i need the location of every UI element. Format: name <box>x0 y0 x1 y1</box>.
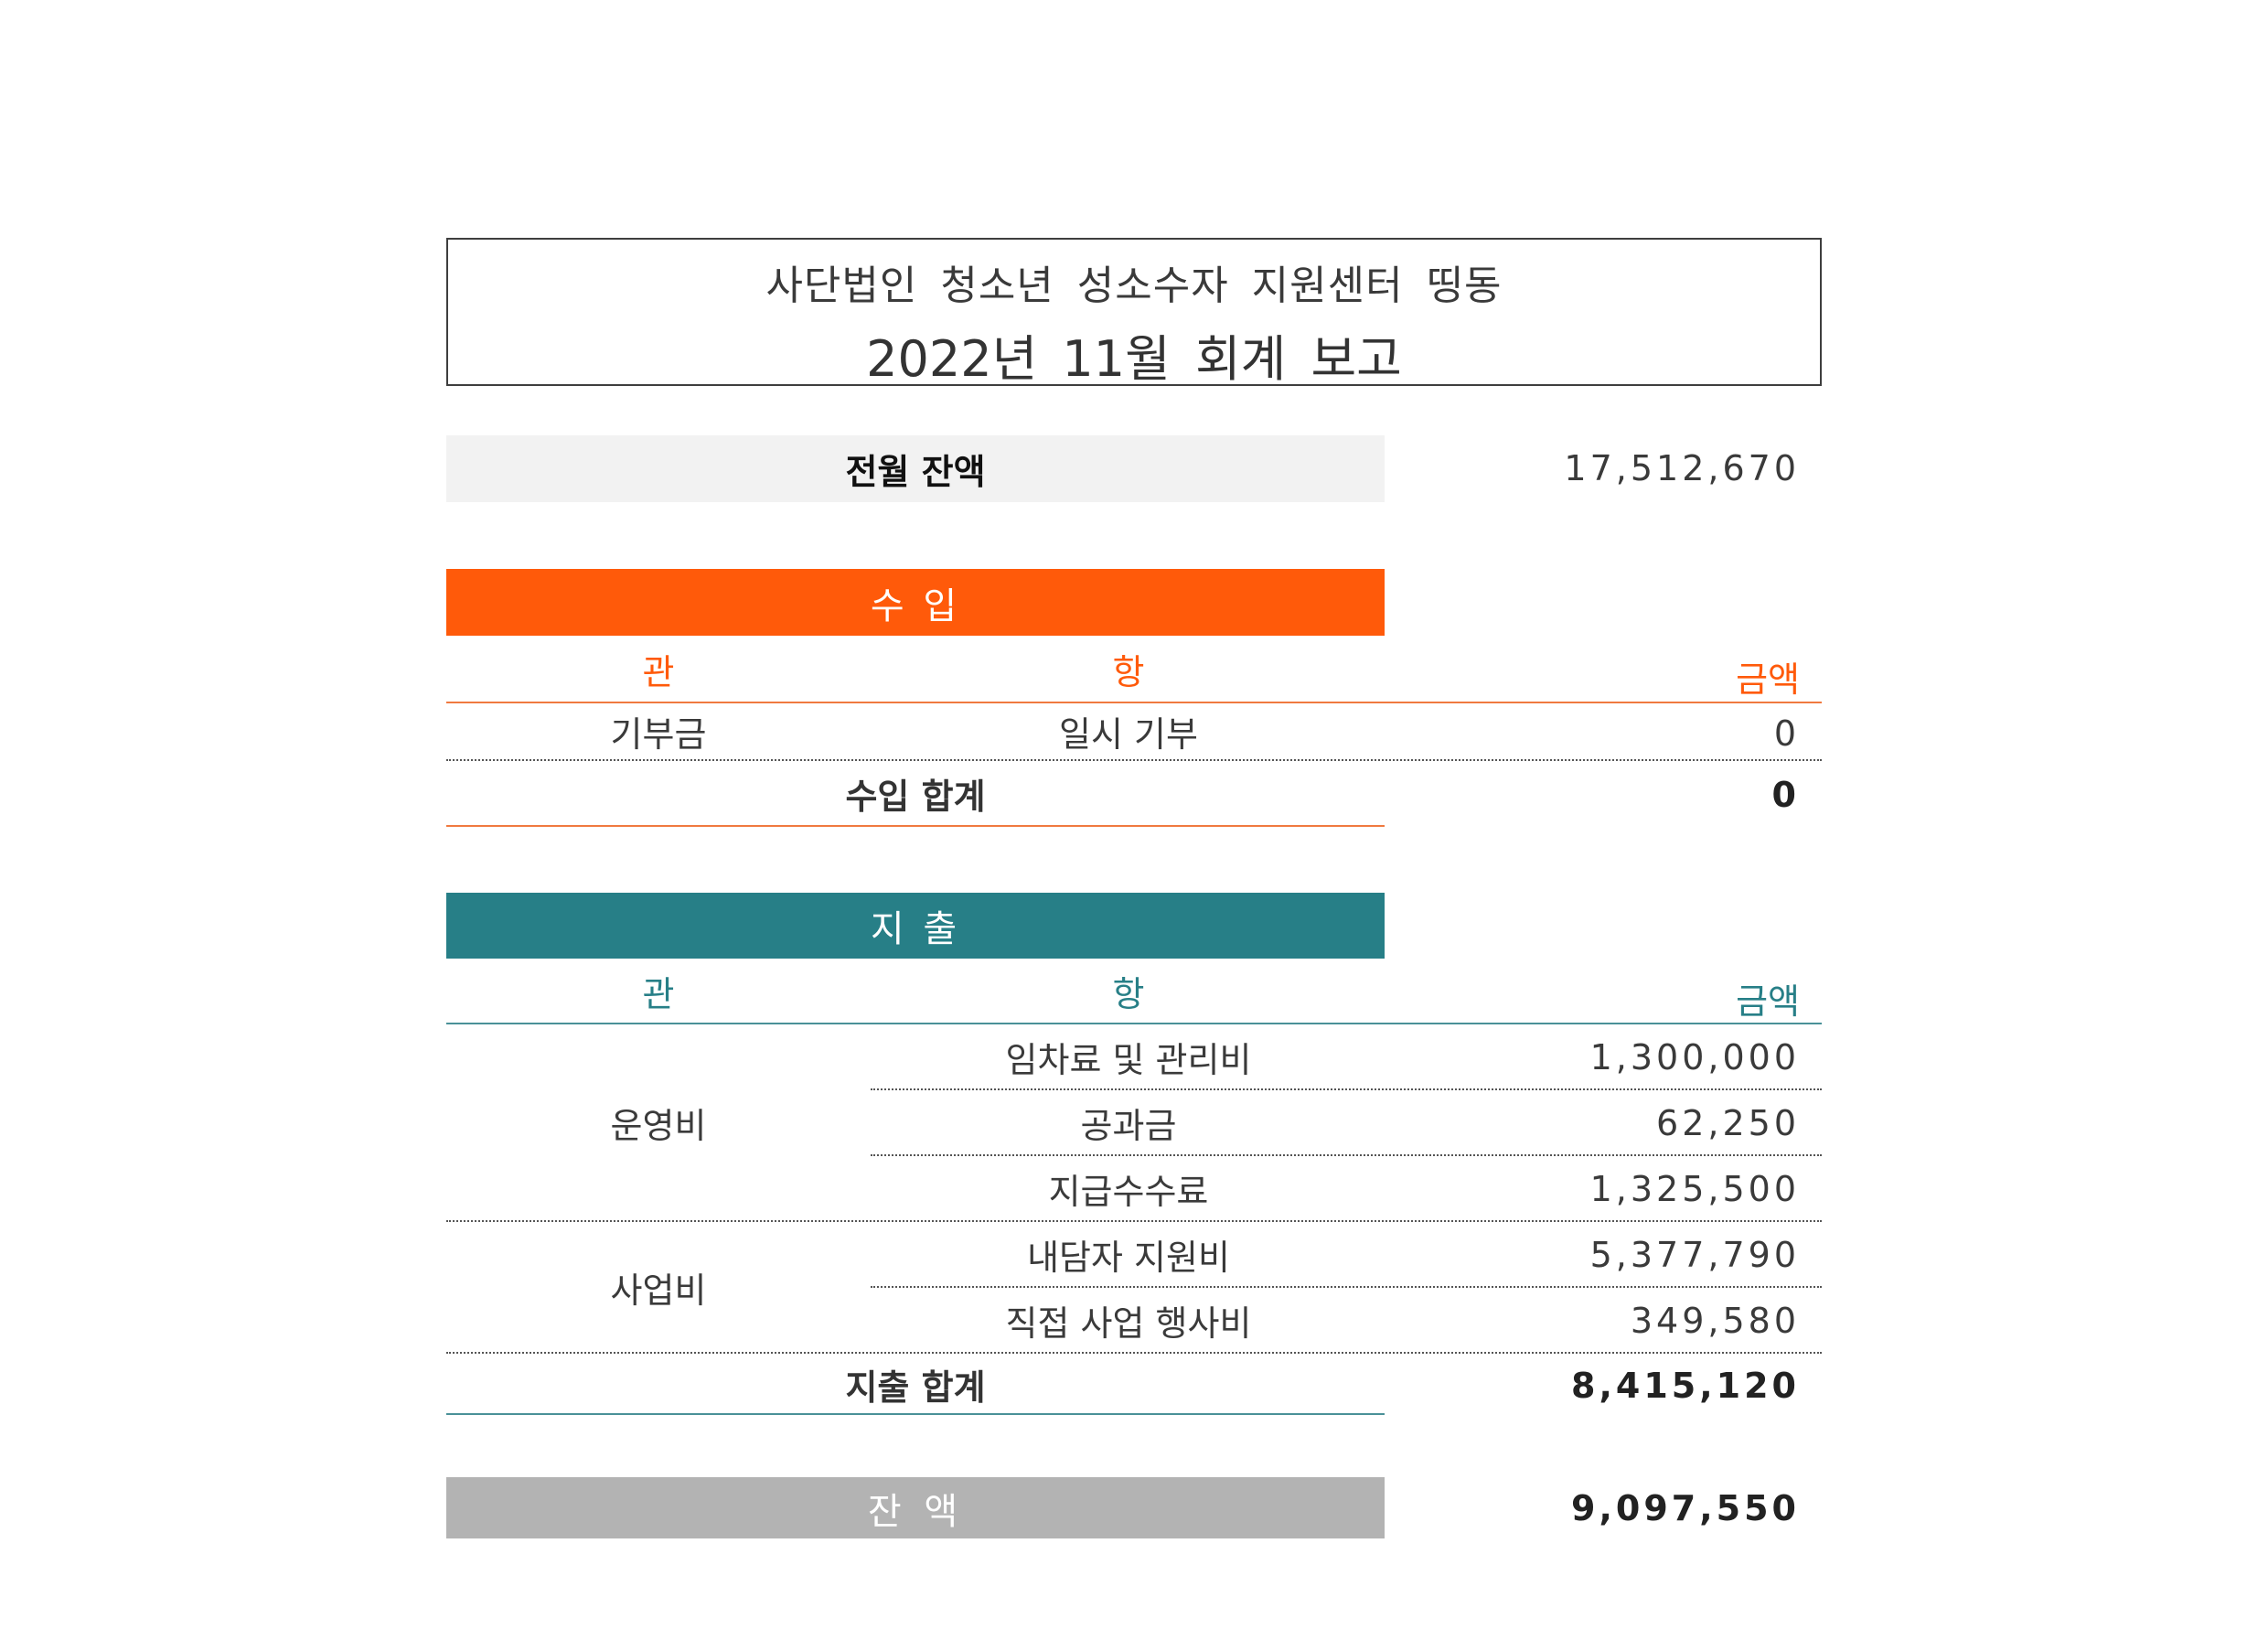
expense-total-underline <box>446 1413 1385 1415</box>
expense-group-gwan-operating: 운영비 <box>610 1105 707 1146</box>
balance-label: 잔 액 <box>867 1490 964 1533</box>
previous-balance-label: 전월 잔액 <box>845 452 986 492</box>
income-header-underline <box>446 702 1822 703</box>
expense-row-amount: 1,325,500 <box>1589 1169 1800 1209</box>
expense-group-divider <box>446 1220 1822 1222</box>
expense-row-hang: 공과금 <box>1080 1105 1177 1146</box>
income-row-gwan: 기부금 <box>610 714 707 755</box>
income-col-gwan: 관 <box>642 652 675 692</box>
income-row-hang: 일시 기부 <box>1059 714 1198 755</box>
expense-row-amount: 349,580 <box>1630 1301 1800 1341</box>
expense-section-header: 지 출 <box>446 893 1385 959</box>
expense-row-hang: 지급수수료 <box>1048 1171 1209 1212</box>
balance-label-bar: 잔 액 <box>446 1477 1385 1538</box>
expense-row-divider <box>871 1286 1822 1288</box>
income-section-label: 수 입 <box>870 584 961 627</box>
expense-row-amount: 5,377,790 <box>1589 1235 1800 1275</box>
income-section-header: 수 입 <box>446 569 1385 636</box>
expense-row-amount: 62,250 <box>1656 1103 1800 1143</box>
expense-col-gwan: 관 <box>642 974 675 1014</box>
expense-section-label: 지 출 <box>870 908 961 950</box>
income-row-divider <box>446 759 1822 761</box>
balance-amount: 9,097,550 <box>1571 1488 1800 1528</box>
expense-group-gwan-program: 사업비 <box>610 1270 707 1311</box>
expense-col-hang: 항 <box>1112 974 1145 1014</box>
organization-name: 사단법인 청소년 성소수자 지원센터 띵동 <box>765 263 1503 309</box>
expense-group-divider <box>446 1352 1822 1354</box>
income-col-hang: 항 <box>1112 652 1145 692</box>
income-total-amount: 0 <box>1771 775 1800 815</box>
expense-row-hang: 임차료 및 관리비 <box>1005 1039 1252 1080</box>
expense-header-underline <box>446 1023 1822 1024</box>
expense-col-amount: 금액 <box>1736 981 1800 1022</box>
expense-total-amount: 8,415,120 <box>1571 1366 1800 1406</box>
expense-total-label: 지출 합계 <box>845 1367 986 1408</box>
expense-row-hang: 직접 사업 행사비 <box>1005 1302 1252 1344</box>
report-title-box: 사단법인 청소년 성소수자 지원센터 띵동 2022년 11월 회계 보고 <box>446 238 1822 388</box>
expense-row-hang: 내담자 지원비 <box>1027 1237 1230 1278</box>
previous-balance-label-bar: 전월 잔액 <box>446 435 1385 502</box>
expense-row-amount: 1,300,000 <box>1589 1037 1800 1077</box>
income-row-amount: 0 <box>1773 713 1800 754</box>
report-title: 2022년 11월 회계 보고 <box>866 330 1402 388</box>
expense-row-divider <box>871 1088 1822 1090</box>
previous-balance-amount: 17,512,670 <box>1564 448 1800 488</box>
expense-row-divider <box>871 1154 1822 1156</box>
income-total-label: 수입 합계 <box>845 776 986 817</box>
income-total-underline <box>446 825 1385 827</box>
income-col-amount: 금액 <box>1736 659 1800 700</box>
